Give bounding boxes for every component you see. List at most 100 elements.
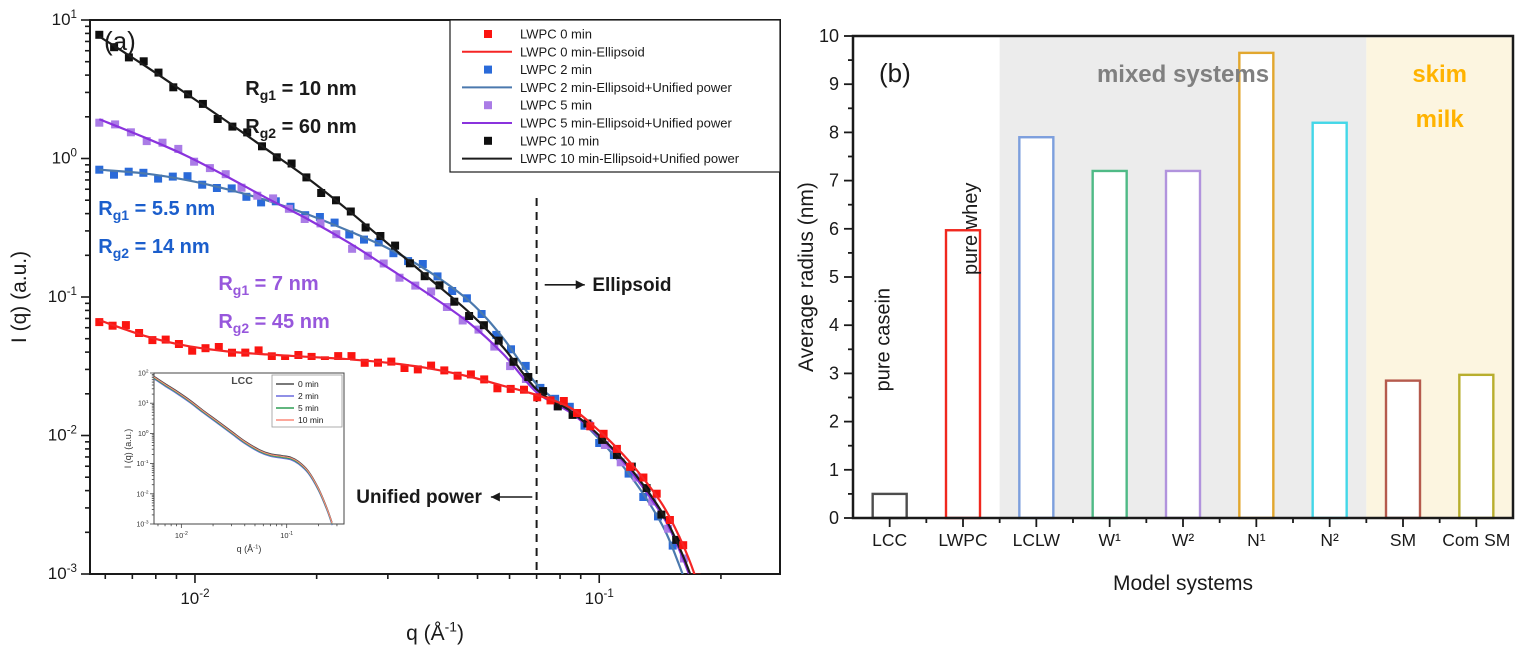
data-point bbox=[494, 336, 503, 345]
data-point bbox=[427, 361, 436, 370]
legend-entry-lwpc-0-min: LWPC 0 min bbox=[484, 27, 592, 42]
series-lwpc-0-min bbox=[95, 318, 701, 574]
svg-text:Rg2 = 14 nm: Rg2 = 14 nm bbox=[98, 236, 209, 261]
svg-text:LWPC 10 min: LWPC 10 min bbox=[520, 133, 599, 148]
rotated-label-pure-casein: pure casein bbox=[873, 288, 895, 391]
category-label-n: N² bbox=[1320, 530, 1339, 550]
data-point bbox=[227, 184, 236, 193]
fit-line-lwpc-0-min-ellipsoid bbox=[98, 319, 696, 574]
panel-a-y-axis-label: I (q) (a.u.) bbox=[8, 251, 31, 343]
data-point bbox=[148, 336, 157, 345]
data-point bbox=[600, 441, 609, 449]
data-point bbox=[334, 352, 343, 361]
data-point bbox=[214, 343, 223, 351]
legend-marker-icon bbox=[484, 65, 492, 74]
svg-text:10-1: 10-1 bbox=[585, 587, 614, 608]
data-point bbox=[345, 230, 354, 239]
data-point bbox=[142, 137, 151, 146]
inset-legend: 0 min 2 min 5 min 10 min bbox=[271, 374, 343, 428]
data-point bbox=[257, 198, 266, 207]
data-point bbox=[169, 83, 178, 92]
svg-text:2: 2 bbox=[829, 412, 839, 432]
legend-entry-lwpc-2-min-ellipsoid-unified-power: LWPC 2 min-Ellipsoid+Unified power bbox=[462, 80, 732, 95]
data-point bbox=[626, 462, 635, 471]
data-point bbox=[213, 115, 222, 123]
svg-text:Rg1 = 10 nm: Rg1 = 10 nm bbox=[245, 78, 356, 103]
data-point bbox=[613, 450, 621, 459]
data-point bbox=[190, 157, 199, 166]
data-point bbox=[521, 361, 530, 370]
panel-b-label: (b) bbox=[879, 58, 911, 88]
category-label-sm: SM bbox=[1390, 530, 1416, 550]
data-point bbox=[95, 118, 104, 127]
fit-line-lwpc-10-min-ellipsoid-unified-power bbox=[98, 35, 692, 574]
category-label-lwpc: LWPC bbox=[938, 530, 987, 550]
annotation-rg-purple: Rg1 = 7 nm Rg2 = 45 nm bbox=[218, 273, 329, 336]
inset-y-axis-label: I (q) (a.u.) bbox=[123, 429, 133, 469]
svg-text:Rg1 = 5.5 nm: Rg1 = 5.5 nm bbox=[98, 198, 215, 223]
data-point bbox=[657, 510, 666, 519]
category-label-w: W¹ bbox=[1098, 530, 1121, 550]
band-label-mixed-systems: mixed systems bbox=[1097, 61, 1269, 88]
inset-chart: 10-2 10-1 102 101 100 10-1 10-2 10-3 q (Å-1) I (q… bbox=[122, 360, 350, 558]
bar-w bbox=[1091, 169, 1128, 520]
data-point bbox=[317, 189, 326, 197]
data-point bbox=[316, 219, 325, 228]
svg-text:10-3: 10-3 bbox=[136, 520, 148, 529]
inset-plot-frame bbox=[153, 372, 345, 525]
data-point bbox=[360, 358, 369, 367]
svg-text:100: 100 bbox=[138, 429, 149, 438]
data-point bbox=[450, 297, 459, 306]
svg-text:10: 10 bbox=[819, 26, 839, 46]
data-point bbox=[639, 493, 648, 501]
rotated-label-pure-whey: pure whey bbox=[960, 183, 982, 275]
data-point bbox=[360, 235, 368, 244]
category-label-com-sm: Com SM bbox=[1442, 530, 1510, 550]
data-point bbox=[420, 272, 429, 281]
data-point bbox=[395, 273, 404, 282]
svg-text:0 min: 0 min bbox=[298, 379, 319, 389]
data-point bbox=[330, 218, 339, 227]
data-point bbox=[121, 321, 130, 330]
panel-b-x-axis-label: Model systems bbox=[1113, 572, 1253, 595]
data-point bbox=[254, 346, 263, 355]
svg-text:10-2: 10-2 bbox=[136, 489, 148, 498]
svg-text:102: 102 bbox=[138, 369, 149, 378]
legend-marker-icon bbox=[484, 101, 492, 110]
panel-b-y-axis-label: Average radius (nm) bbox=[795, 182, 818, 372]
data-point bbox=[466, 370, 475, 379]
svg-text:LWPC 5 min-Ellipsoid+Unified p: LWPC 5 min-Ellipsoid+Unified power bbox=[520, 116, 732, 131]
legend-entry-lwpc-10-min: LWPC 10 min bbox=[484, 133, 599, 148]
data-point bbox=[174, 144, 183, 153]
panel-a-x-axis-label: q (Å-1) bbox=[406, 619, 464, 645]
svg-text:100: 100 bbox=[52, 146, 77, 167]
svg-text:LWPC 2 min-Ellipsoid+Unified p: LWPC 2 min-Ellipsoid+Unified power bbox=[520, 80, 732, 95]
bar-lcc bbox=[871, 492, 908, 520]
svg-text:10-2: 10-2 bbox=[180, 587, 209, 608]
data-point bbox=[95, 165, 104, 174]
data-point bbox=[267, 352, 276, 361]
data-point bbox=[161, 335, 170, 344]
panel-a-label: (a) bbox=[104, 26, 136, 56]
bar-com-sm bbox=[1458, 373, 1495, 520]
data-point bbox=[524, 373, 533, 381]
legend-marker-icon bbox=[484, 30, 492, 38]
svg-text:4: 4 bbox=[829, 315, 839, 335]
data-point bbox=[154, 174, 163, 183]
data-point bbox=[492, 330, 501, 339]
data-point bbox=[154, 68, 163, 77]
data-point bbox=[294, 351, 303, 359]
svg-text:0: 0 bbox=[829, 508, 839, 528]
panel-a-legend: LWPC 0 min LWPC 0 min-Ellipsoid LWPC 2 min… bbox=[449, 19, 781, 173]
annotation-rg-blue: Rg1 = 5.5 nm Rg2 = 14 nm bbox=[98, 198, 215, 261]
svg-text:10-3: 10-3 bbox=[48, 562, 77, 583]
data-point bbox=[391, 241, 400, 250]
svg-text:LWPC 0 min-Ellipsoid: LWPC 0 min-Ellipsoid bbox=[520, 44, 645, 59]
panel-b-chart: pure casein pure whey mixed systems skim mil… bbox=[795, 26, 1515, 595]
legend-entry-lwpc-0-min-ellipsoid: LWPC 0 min-Ellipsoid bbox=[462, 44, 645, 59]
bars bbox=[871, 51, 1495, 520]
inset-curve-10-min bbox=[153, 376, 333, 524]
arrow-label-ellipsoid: Ellipsoid bbox=[544, 275, 672, 296]
data-point bbox=[95, 318, 104, 327]
data-point bbox=[553, 402, 562, 411]
